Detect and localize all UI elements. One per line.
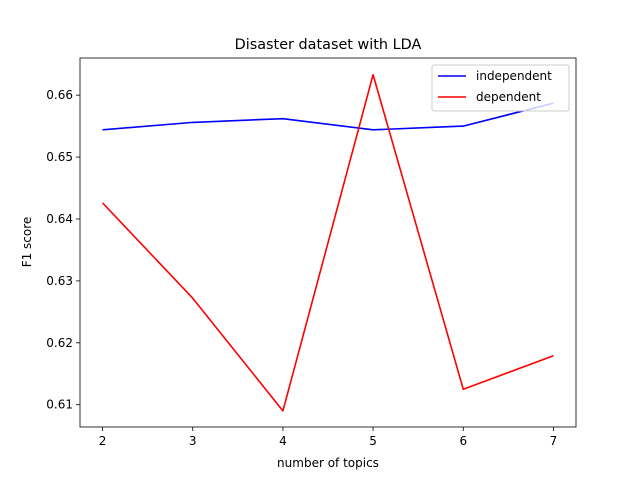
series-line-dependent (101, 73, 554, 412)
x-tick-label: 4 (279, 434, 287, 448)
x-tick-label: 2 (99, 434, 107, 448)
legend-box (431, 64, 570, 112)
legend: independent dependent (431, 64, 570, 112)
x-tick-label: 5 (369, 434, 377, 448)
y-tick-label: 0.62 (46, 336, 73, 350)
y-tick-label: 0.66 (46, 88, 73, 102)
x-axis-label: number of topics (277, 456, 379, 470)
y-tick-label: 0.63 (46, 274, 73, 288)
y-axis-label: F1 score (20, 217, 34, 268)
chart-title: Disaster dataset with LDA (235, 37, 422, 53)
plot-area: 2 3 4 5 6 7 0.61 0.62 0.63 0.64 0.65 0.66 (46, 57, 577, 448)
x-tick-label: 3 (189, 434, 197, 448)
y-tick-label: 0.61 (46, 398, 73, 412)
y-tick-label: 0.64 (46, 212, 73, 226)
y-tick-label: 0.65 (46, 150, 73, 164)
axes-frame (79, 57, 577, 428)
x-tick-label: 7 (550, 434, 558, 448)
legend-label-dependent: dependent (476, 90, 541, 104)
series-line-independent (102, 102, 554, 131)
legend-label-independent: independent (476, 69, 552, 83)
x-tick-label: 6 (459, 434, 467, 448)
